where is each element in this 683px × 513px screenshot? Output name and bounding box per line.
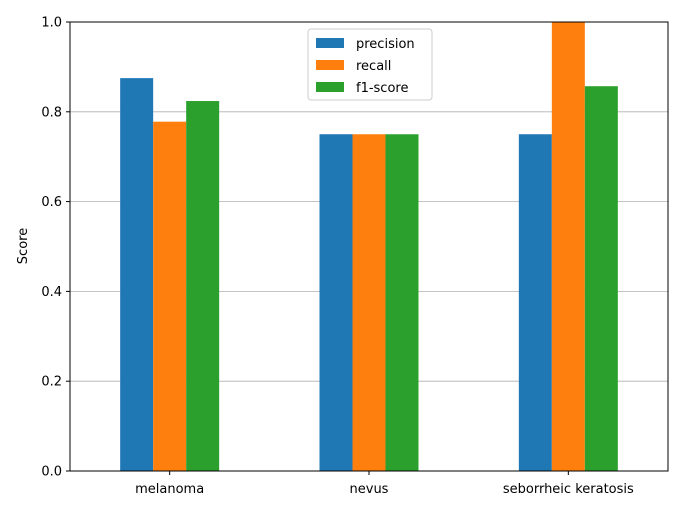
bar-precision-melanoma (120, 78, 154, 471)
y-axis-label: Score (16, 228, 31, 264)
y-tick-label: 0.6 (41, 195, 62, 210)
bars (120, 22, 618, 472)
y-tick-label: 1.0 (41, 16, 62, 31)
bar-recall-melanoma (153, 121, 187, 471)
legend-swatch-recall (316, 60, 344, 70)
legend-swatch-f1-score (316, 82, 344, 92)
bar-f1-score-seborrheic-keratosis (584, 86, 618, 471)
bar-recall-nevus (352, 134, 386, 471)
y-tick-label: 0.4 (41, 285, 62, 300)
legend-label-f1-score: f1-score (356, 81, 408, 96)
legend-label-recall: recall (356, 59, 391, 74)
y-axis-ticks: 0.0 0.2 0.4 0.6 0.8 1.0 (41, 16, 70, 480)
legend-label-precision: precision (356, 37, 415, 52)
y-tick-label: 0.0 (41, 465, 62, 480)
y-tick-label: 0.2 (41, 375, 62, 390)
bar-precision-nevus (319, 134, 353, 471)
bar-recall-seborrheic-keratosis (551, 22, 585, 471)
x-tick-label: nevus (350, 482, 389, 497)
x-tick-label: seborrheic keratosis (503, 482, 634, 497)
legend-swatch-precision (316, 38, 344, 48)
x-axis-ticks: melanoma nevus seborrheic keratosis (135, 471, 634, 497)
bar-precision-seborrheic-keratosis (518, 134, 552, 471)
bar-f1-score-melanoma (186, 101, 220, 472)
bar-f1-score-nevus (385, 134, 419, 471)
legend: precision recall f1-score (307, 28, 433, 101)
x-tick-label: melanoma (135, 482, 204, 497)
y-tick-label: 0.8 (41, 105, 62, 120)
